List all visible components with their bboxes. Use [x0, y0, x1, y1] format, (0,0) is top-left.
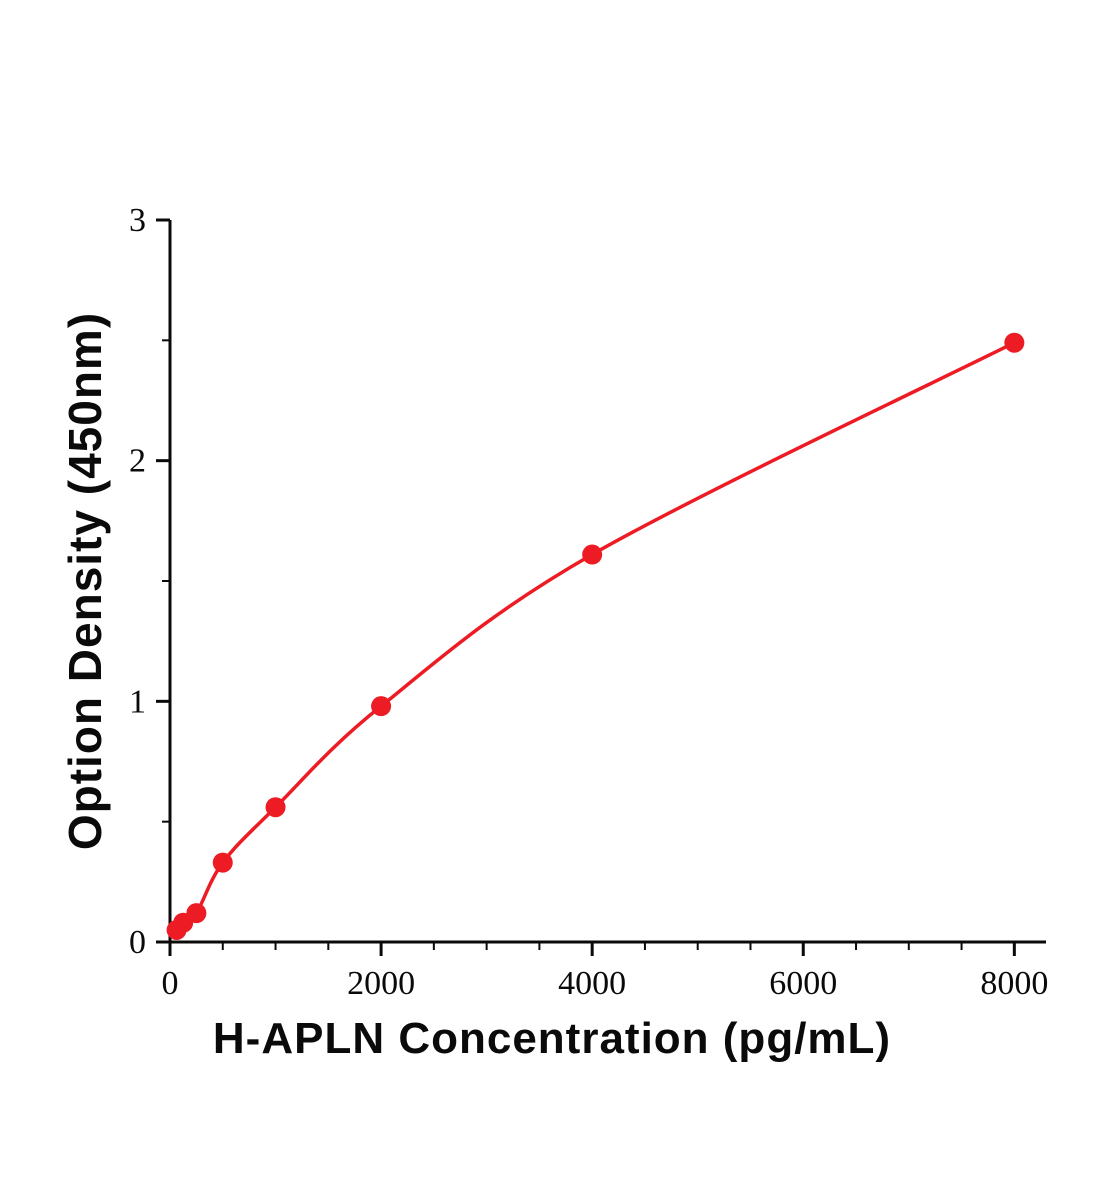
data-point — [371, 696, 392, 717]
x-tick-label: 4000 — [558, 965, 626, 1002]
data-point — [265, 797, 286, 818]
standard-curve-line — [175, 341, 1016, 932]
x-tick-label: 0 — [162, 965, 179, 1002]
data-point — [212, 852, 233, 873]
x-tick-label: 8000 — [980, 965, 1048, 1002]
x-tick-label: 2000 — [347, 965, 415, 1002]
data-point — [186, 903, 207, 924]
y-axis-label: Option Density (450nm) — [59, 311, 111, 851]
y-tick-label: 1 — [129, 683, 146, 720]
data-point — [1004, 332, 1025, 353]
data-point — [582, 544, 603, 565]
y-tick-label: 2 — [129, 443, 146, 480]
y-tick-label: 0 — [129, 924, 146, 961]
x-tick-label: 6000 — [769, 965, 837, 1002]
x-axis-label: H-APLN Concentration (pg/mL) — [212, 1014, 892, 1063]
y-tick-label: 3 — [129, 202, 146, 239]
